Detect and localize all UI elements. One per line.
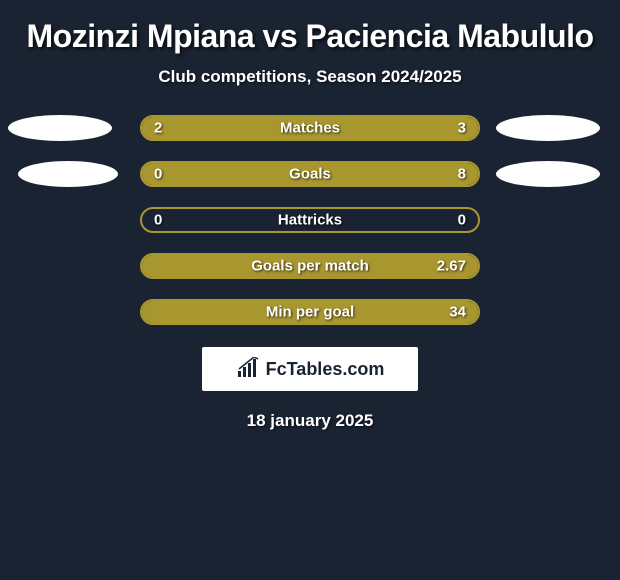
- stat-value-right: 3: [458, 120, 466, 137]
- stat-value-right: 2.67: [437, 258, 466, 275]
- chart-icon: [236, 357, 262, 382]
- stat-bar-hattricks: 0 Hattricks 0: [140, 207, 480, 233]
- shirt-icon-left: [18, 161, 118, 187]
- stat-value-right: 0: [458, 212, 466, 229]
- stat-row-goals: 0 Goals 8: [0, 161, 620, 187]
- stat-label: Matches: [280, 120, 340, 137]
- page-title: Mozinzi Mpiana vs Paciencia Mabululo: [0, 0, 620, 67]
- shirt-icon-left: [8, 115, 112, 141]
- stat-value-left: 2: [154, 120, 162, 137]
- stat-row-min-per-goal: Min per goal 34: [0, 299, 620, 325]
- stat-value-right: 34: [449, 304, 466, 321]
- stat-row-goals-per-match: Goals per match 2.67: [0, 253, 620, 279]
- date-text: 18 january 2025: [0, 411, 620, 431]
- logo-text: FcTables.com: [266, 359, 385, 380]
- stat-label: Goals per match: [251, 258, 369, 275]
- stat-bar-goals: 0 Goals 8: [140, 161, 480, 187]
- stat-bar-min-per-goal: Min per goal 34: [140, 299, 480, 325]
- stat-bar-goals-per-match: Goals per match 2.67: [140, 253, 480, 279]
- stat-label: Goals: [289, 166, 331, 183]
- shirt-icon-right: [496, 115, 600, 141]
- stat-value-left: 0: [154, 212, 162, 229]
- stat-label: Hattricks: [278, 212, 342, 229]
- stat-row-hattricks: 0 Hattricks 0: [0, 207, 620, 233]
- stat-value-right: 8: [458, 166, 466, 183]
- fctables-logo[interactable]: FcTables.com: [202, 347, 418, 391]
- shirt-icon-right: [496, 161, 600, 187]
- stat-label: Min per goal: [266, 304, 354, 321]
- stat-value-left: 0: [154, 166, 162, 183]
- stats-container: 2 Matches 3 0 Goals 8 0 Hattricks 0: [0, 115, 620, 325]
- subtitle: Club competitions, Season 2024/2025: [0, 67, 620, 87]
- stat-row-matches: 2 Matches 3: [0, 115, 620, 141]
- stat-bar-matches: 2 Matches 3: [140, 115, 480, 141]
